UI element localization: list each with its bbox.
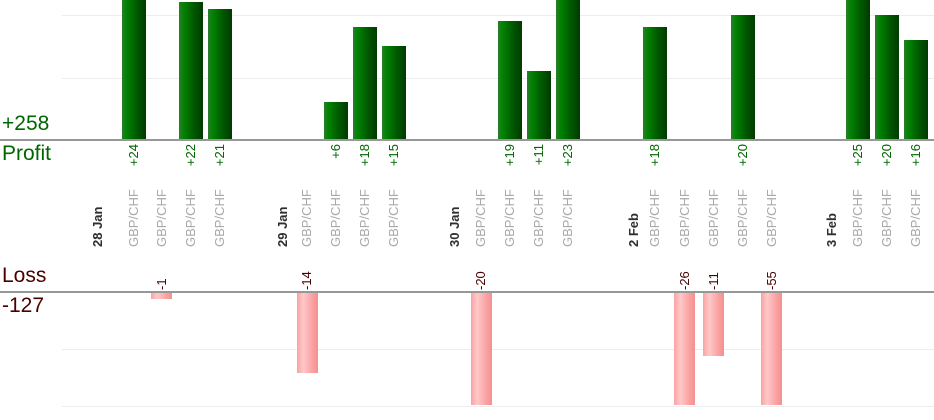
profit-value-label: +16	[908, 144, 923, 167]
profit-bar	[324, 102, 348, 140]
profit-bar	[904, 40, 928, 140]
loss-bar	[471, 293, 492, 405]
profit-bar	[179, 2, 203, 140]
profit-value-label: +19	[502, 144, 517, 167]
profit-value-label: +21	[212, 144, 227, 167]
profit-bar	[382, 46, 406, 140]
date-label: 28 Jan	[90, 206, 105, 247]
profit-value-label: +24	[126, 144, 141, 167]
loss-grid-line	[62, 349, 934, 350]
profit-value-label: +11	[531, 144, 546, 166]
date-label: 2 Feb	[626, 213, 641, 247]
profit-value-label: +6	[328, 144, 343, 159]
profit-plot-area	[0, 0, 934, 140]
loss-value-label: -1	[154, 278, 169, 290]
profit-bar	[498, 21, 522, 140]
profit-value-label: +20	[735, 144, 750, 167]
profit-bar	[731, 15, 755, 140]
profit-value-label: +20	[879, 144, 894, 167]
loss-bar	[151, 293, 172, 299]
loss-bar	[674, 293, 695, 405]
profit-bar	[353, 27, 377, 140]
profit-bar	[122, 0, 146, 140]
profit-grid-line	[62, 15, 934, 16]
loss-value-label: -55	[764, 271, 779, 290]
profit-value-label: +22	[183, 144, 198, 167]
loss-axis-title: Loss	[2, 264, 47, 287]
profit-value-label: +18	[647, 144, 662, 167]
profit-value-label: +25	[850, 144, 865, 167]
profit-axis-line	[0, 139, 934, 141]
loss-value-label: -26	[677, 271, 692, 290]
loss-bar	[703, 293, 724, 356]
profit-bar	[208, 9, 232, 140]
date-label: 30 Jan	[447, 206, 462, 247]
loss-bar	[761, 293, 782, 405]
profit-value-label: +23	[560, 144, 575, 167]
date-label: 29 Jan	[275, 206, 290, 247]
profit-value-label: +18	[357, 144, 372, 167]
profit-bar	[556, 0, 580, 140]
profit-value-label: +15	[386, 144, 401, 167]
loss-value-label: -11	[706, 272, 721, 290]
loss-bar	[297, 293, 318, 373]
profit-total-value: +258	[2, 112, 50, 135]
loss-plot-area	[0, 293, 934, 405]
profit-bar	[846, 0, 870, 140]
profit-bar	[643, 27, 667, 140]
loss-total-value: -127	[2, 294, 45, 317]
loss-axis-line	[0, 291, 934, 293]
loss-value-label: -14	[299, 271, 314, 290]
date-label: 3 Feb	[824, 213, 839, 247]
profit-bar	[527, 71, 551, 140]
profit-bar	[875, 15, 899, 140]
loss-value-label: -20	[473, 271, 488, 290]
profit-axis-title: Profit	[2, 142, 52, 165]
loss-grid-line	[62, 406, 934, 407]
